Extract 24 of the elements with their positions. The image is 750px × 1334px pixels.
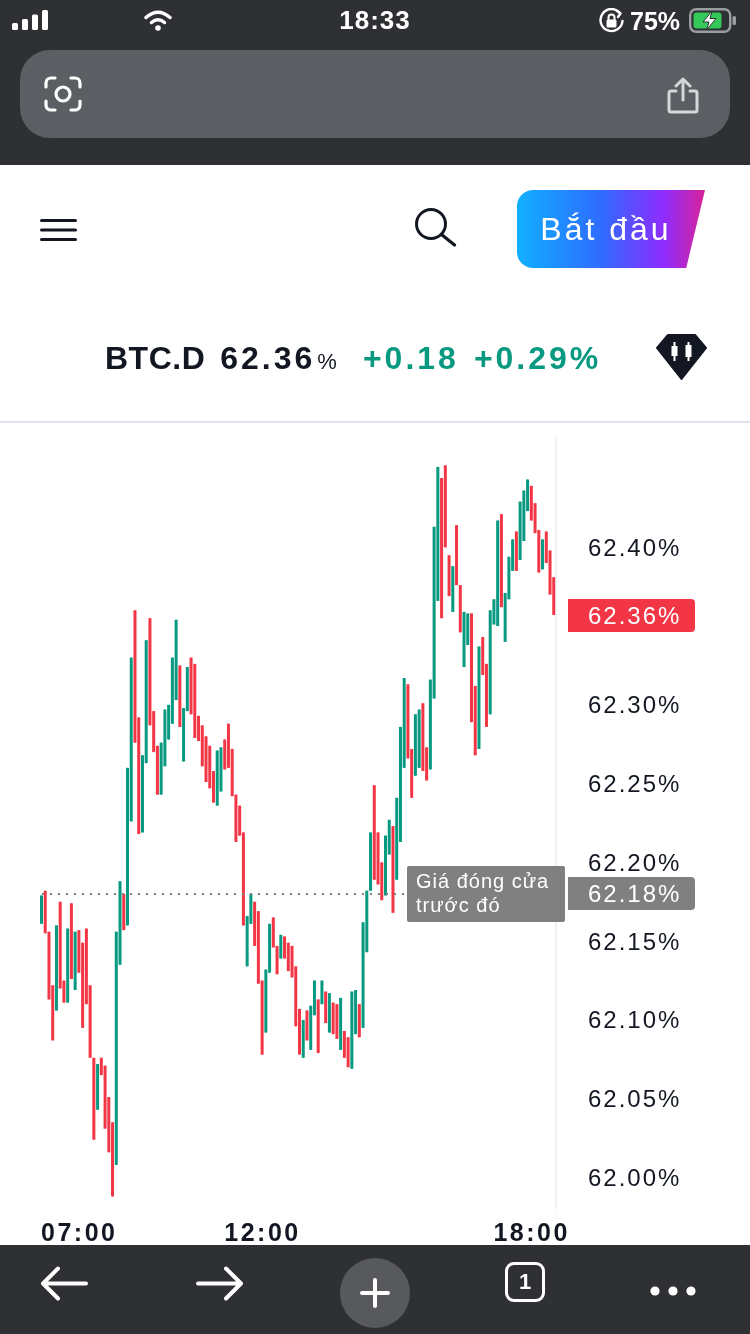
y-tick-label: 62.30% xyxy=(588,691,682,719)
text: +0.29% xyxy=(473,339,602,378)
text: % xyxy=(317,348,337,376)
text: 75% xyxy=(630,6,681,37)
text: 62.36 xyxy=(220,339,316,378)
x-tick-label: 18:00 xyxy=(493,1217,570,1246)
chart-title: BTC.D xyxy=(105,339,206,378)
tabs-icon: 1 xyxy=(505,1262,545,1302)
x-tick-label: 07:00 xyxy=(41,1217,118,1246)
label-box: Giá đóng cửa trước đó xyxy=(407,865,565,922)
ref-line-label: Giá đóng cửa trước đó xyxy=(416,869,550,916)
x-tick-label: 12:00 xyxy=(224,1217,301,1246)
text: +0.18 xyxy=(362,339,459,378)
y-tick-label: 62.15% xyxy=(588,927,682,955)
price-tag: 62.36% xyxy=(568,598,695,632)
price-tag: 62.18% xyxy=(568,877,695,911)
y-tick-label: 62.25% xyxy=(588,770,682,798)
y-tick-label: 62.10% xyxy=(588,1006,682,1034)
text: 18:33 xyxy=(339,5,411,35)
start-button: Bắt đầu xyxy=(517,190,705,268)
y-tick-label: 62.05% xyxy=(588,1085,682,1113)
y-tick-label: 62.00% xyxy=(588,1164,682,1192)
y-tick-label: 62.40% xyxy=(588,533,682,561)
y-tick-label: 62.20% xyxy=(588,848,682,876)
